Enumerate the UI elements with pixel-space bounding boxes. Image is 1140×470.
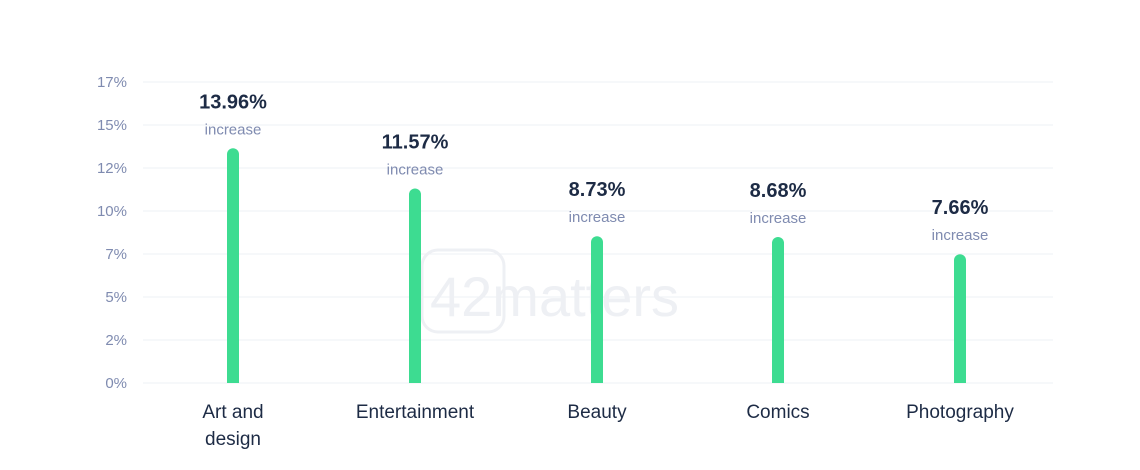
watermark: 42matters xyxy=(420,248,679,334)
y-tick-label: 2% xyxy=(105,332,127,349)
bar-base xyxy=(227,375,239,383)
category-label: Entertainment xyxy=(356,402,475,423)
value-label: 8.68% xyxy=(750,180,807,202)
value-sublabel: increase xyxy=(569,209,626,226)
y-tick-label: 10% xyxy=(97,203,127,220)
category-label: Beauty xyxy=(567,402,627,423)
y-tick-label: 17% xyxy=(97,74,127,91)
y-tick-label: 15% xyxy=(97,117,127,134)
category-label: Photography xyxy=(906,402,1014,423)
category-label: Comics xyxy=(746,402,809,423)
bar xyxy=(954,254,966,383)
category-label: design xyxy=(205,429,261,450)
bar-base xyxy=(772,375,784,383)
y-tick-label: 12% xyxy=(97,160,127,177)
bar xyxy=(772,237,784,383)
bar-base xyxy=(591,375,603,383)
value-label: 13.96% xyxy=(199,91,267,113)
value-label: 7.66% xyxy=(932,197,989,219)
bar-base xyxy=(409,375,421,383)
bar xyxy=(409,188,421,383)
watermark-frame xyxy=(420,248,506,334)
bar xyxy=(227,148,239,383)
value-sublabel: increase xyxy=(205,121,262,138)
value-sublabel: increase xyxy=(932,227,989,244)
y-tick-label: 0% xyxy=(105,375,127,392)
value-label: 8.73% xyxy=(569,179,626,201)
y-tick-label: 7% xyxy=(105,246,127,263)
y-tick-label: 5% xyxy=(105,289,127,306)
value-label: 11.57% xyxy=(382,131,449,153)
value-sublabel: increase xyxy=(387,161,444,178)
bar-base xyxy=(954,375,966,383)
bar xyxy=(591,236,603,383)
value-sublabel: increase xyxy=(750,210,807,227)
category-label: Art and xyxy=(202,402,263,423)
